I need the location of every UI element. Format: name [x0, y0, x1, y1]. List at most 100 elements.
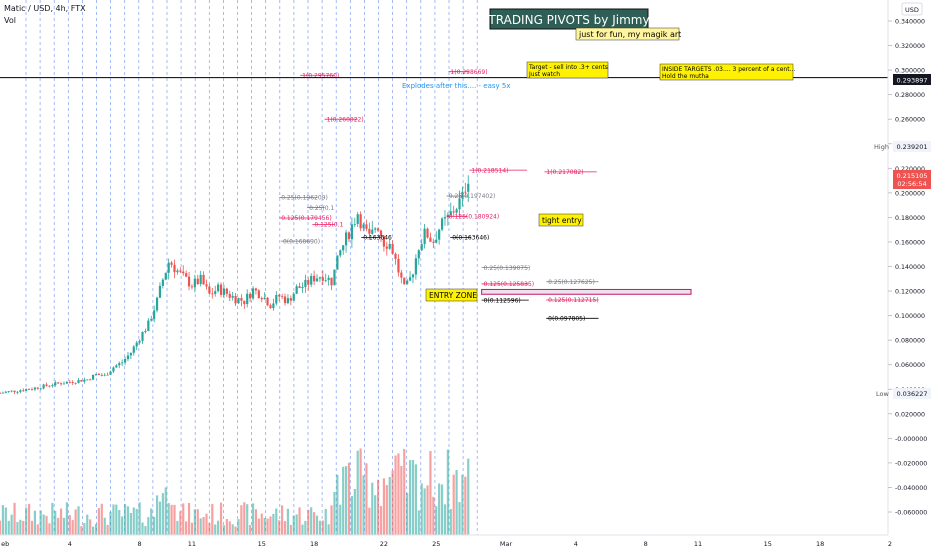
time-tick-label: 4 [68, 540, 72, 548]
candle-body [182, 271, 185, 274]
time-tick-label: 15 [764, 540, 772, 548]
fib-level-label: 0.25(0.196209) [281, 195, 328, 202]
volume-bar [432, 496, 435, 535]
candle-body [336, 255, 339, 270]
candle-body [118, 363, 121, 366]
volume-bar [45, 515, 48, 535]
volume-bar [54, 510, 57, 535]
candle-body [109, 371, 112, 375]
entry-zone-box[interactable] [425, 288, 478, 302]
volume-bar [7, 520, 10, 535]
candle-body [275, 295, 278, 304]
volume-bar [449, 508, 452, 535]
volume-bar [208, 523, 211, 535]
candle-body [420, 244, 423, 251]
candle-body [86, 379, 89, 381]
fib-level-label: 0.163646 [363, 235, 392, 242]
volume-bar [411, 459, 415, 535]
explodes-text[interactable]: Explodes after this.... - easy 5x [402, 82, 511, 90]
volume-bar [400, 466, 403, 535]
volume-bar [59, 508, 63, 535]
tight-entry-box[interactable] [538, 213, 584, 227]
candle-body [153, 310, 156, 320]
candle-body [214, 291, 217, 294]
price-tick-label: 0.020000 [895, 411, 925, 418]
volume-bar [443, 504, 447, 535]
volume-bar [86, 514, 89, 535]
volume-bar [62, 517, 66, 535]
candle-body [16, 391, 19, 393]
currency-badge[interactable] [901, 2, 923, 16]
candle-body [295, 286, 298, 294]
candle-body [167, 262, 170, 273]
volume-bar [243, 502, 246, 535]
volume-bar [74, 509, 77, 535]
fib-level-label: 0.25(0.127625) [548, 279, 595, 286]
target-line2: Just watch [528, 71, 560, 78]
candle-body [190, 286, 194, 288]
candle-body [234, 295, 237, 304]
candle-body [379, 230, 383, 237]
candle-body [65, 381, 68, 384]
candle-body [429, 237, 432, 242]
entry-zone-rect[interactable] [481, 288, 692, 295]
candle-body [48, 385, 51, 387]
price-tick-label: -0.040000 [895, 485, 927, 492]
volume-bar [202, 517, 205, 535]
candle-body [266, 297, 269, 306]
low-label: Low [876, 390, 889, 398]
candle-body [350, 224, 354, 240]
candle-body [315, 278, 319, 282]
price-tick-label: 0.260000 [895, 117, 925, 124]
candle-body [225, 288, 228, 294]
candle-body [147, 320, 150, 331]
candle-body [461, 191, 464, 199]
candle-body [27, 389, 31, 390]
price-tick-label: 0.300000 [895, 68, 925, 75]
volume-bar [16, 521, 19, 535]
target-box[interactable] [526, 61, 609, 79]
volume-bar [266, 518, 269, 535]
candle-body [231, 295, 234, 298]
volume-bar [446, 449, 449, 535]
candle-body [249, 293, 252, 299]
candle-body [1, 392, 5, 394]
fib-level-label: 1(0.295760) [302, 72, 339, 79]
candle-body [406, 280, 409, 285]
candle-body [141, 332, 144, 341]
volume-bar [173, 504, 176, 535]
candle-body [83, 379, 86, 382]
volume-bar [249, 525, 252, 535]
fib-level-label: 0(0.112596) [484, 297, 521, 304]
time-tick-label: 18 [310, 540, 318, 548]
candle-body [132, 346, 135, 353]
volume-bar [368, 507, 371, 535]
volume-bar [304, 520, 307, 535]
candle-body [272, 303, 275, 309]
candle-body [19, 390, 22, 392]
fib-level-label: 0.125(0.1 [314, 222, 343, 229]
volume-bar [426, 485, 429, 535]
time-tick-label: 11 [694, 540, 702, 548]
time-tick-label: 25 [432, 540, 440, 548]
time-tick-label: 2 [888, 540, 892, 548]
price-tick-label: 0.080000 [895, 338, 925, 345]
volume-bar [57, 517, 60, 535]
volume-bar [231, 524, 234, 535]
volume-bar [254, 509, 258, 535]
volume-bar [150, 508, 153, 535]
candle-body [179, 270, 182, 272]
candle-body [7, 391, 10, 392]
subtitle-box[interactable] [575, 27, 680, 41]
title-box[interactable] [489, 8, 649, 30]
volume-bar [167, 503, 170, 535]
candle-body [310, 275, 313, 285]
candle-body [42, 384, 45, 389]
inside-targets-box[interactable] [659, 63, 794, 81]
candle-body [59, 383, 63, 385]
candle-body [455, 209, 458, 213]
candlesticks [0, 175, 470, 395]
entry-zone-text: ENTRY ZONE [429, 291, 477, 300]
volume-bar [161, 493, 164, 535]
